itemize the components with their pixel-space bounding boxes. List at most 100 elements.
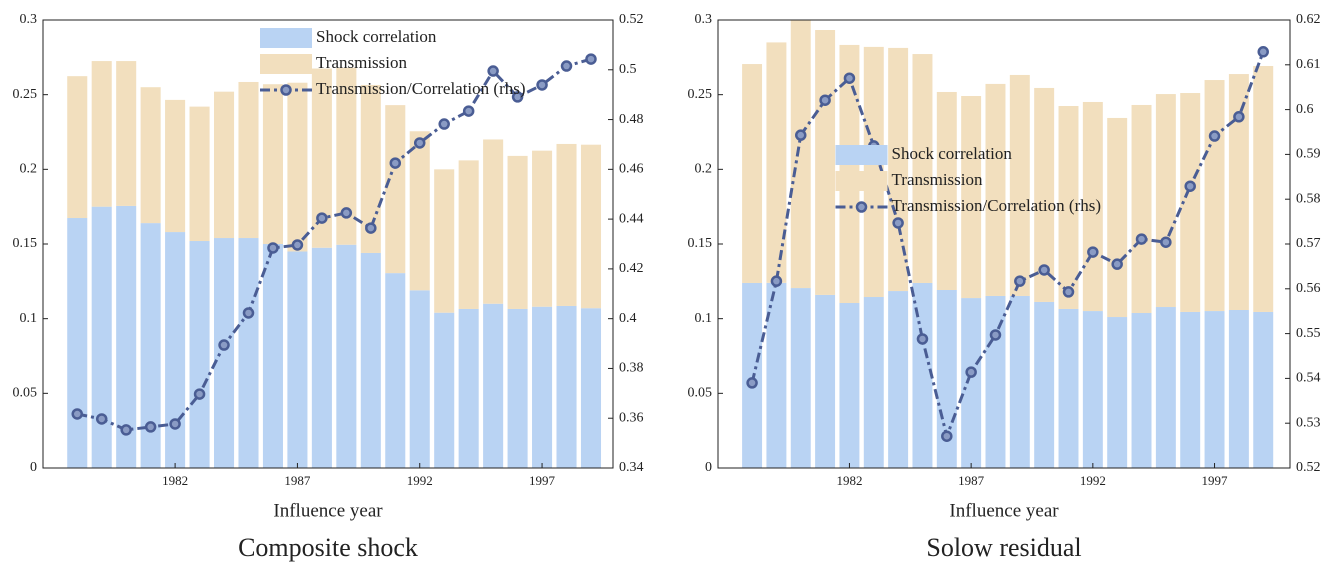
line-marker bbox=[193, 388, 206, 400]
line-marker bbox=[169, 418, 181, 430]
bar-segment bbox=[434, 169, 455, 313]
bar-segment bbox=[67, 76, 88, 219]
y2-tick-label: 0.5 bbox=[619, 62, 637, 77]
bar-segment bbox=[790, 288, 811, 468]
line-marker bbox=[1014, 275, 1026, 287]
line-marker bbox=[413, 137, 426, 149]
line-marker bbox=[989, 329, 1002, 341]
y2-tick-label: 0.52 bbox=[619, 12, 644, 27]
y2-tick-label: 0.4 bbox=[619, 311, 637, 326]
line-marker bbox=[365, 222, 377, 234]
series-line bbox=[76, 57, 592, 432]
series-line bbox=[750, 51, 1265, 442]
y2-tick-label: 0.46 bbox=[619, 162, 644, 177]
y2-tick-label: 0.42 bbox=[619, 261, 644, 276]
legend-label: Transmission bbox=[316, 53, 408, 72]
line-marker bbox=[1135, 233, 1148, 245]
line-marker bbox=[291, 239, 304, 251]
line-marker bbox=[1233, 111, 1245, 123]
bar-segment bbox=[1228, 310, 1249, 468]
line-marker bbox=[536, 79, 548, 91]
line-marker bbox=[965, 366, 977, 378]
bar-segment bbox=[912, 282, 933, 468]
bar-segment bbox=[912, 54, 933, 283]
line-marker bbox=[1208, 130, 1221, 142]
y-tick-label: 0.25 bbox=[13, 87, 38, 102]
bar-segment bbox=[458, 308, 479, 468]
bar-segment bbox=[839, 302, 860, 468]
y2-tick-label: 0.57 bbox=[1296, 236, 1321, 251]
bar-segment bbox=[262, 244, 283, 468]
bar-segment bbox=[961, 96, 982, 299]
x-tick-label: 1987 bbox=[958, 473, 985, 488]
legend-label: Transmission bbox=[892, 170, 984, 189]
legend-swatch bbox=[835, 171, 888, 191]
bar-segment bbox=[238, 238, 259, 468]
y-tick-label: 0.2 bbox=[695, 162, 713, 177]
bar-segment bbox=[458, 160, 479, 309]
bar-segment bbox=[165, 99, 186, 233]
line-marker bbox=[1160, 236, 1172, 248]
bar-segment bbox=[336, 244, 357, 468]
bar-segment bbox=[1034, 301, 1055, 468]
bar-segment bbox=[766, 42, 787, 283]
bar-segment bbox=[863, 297, 884, 468]
y-tick-label: 0.3 bbox=[20, 12, 38, 27]
bar-segment bbox=[360, 252, 381, 468]
bar-segment bbox=[507, 308, 528, 468]
y2-tick-label: 0.53 bbox=[1296, 415, 1321, 430]
bar-segment bbox=[336, 67, 357, 245]
bar-segment bbox=[311, 68, 332, 248]
bar-segment bbox=[409, 131, 430, 291]
legend-label: Shock correlation bbox=[892, 144, 1013, 163]
bar-segment bbox=[434, 312, 455, 468]
bar-segment bbox=[238, 81, 259, 239]
line-marker bbox=[916, 333, 929, 345]
line-marker bbox=[438, 118, 450, 130]
bar-segment bbox=[409, 290, 430, 468]
bar-segment bbox=[116, 61, 137, 206]
line-marker bbox=[941, 430, 953, 442]
bar-segment bbox=[815, 294, 836, 468]
bar-segment bbox=[580, 308, 602, 468]
legend-label: Shock correlation bbox=[316, 27, 437, 46]
y2-tick-label: 0.54 bbox=[1296, 371, 1321, 386]
bar-segment bbox=[1204, 311, 1225, 468]
bar-segment bbox=[385, 273, 406, 468]
x-tick-label: 1997 bbox=[529, 473, 556, 488]
x-tick-label: 1982 bbox=[836, 473, 862, 488]
bar-segment bbox=[214, 91, 235, 239]
y2-tick-label: 0.36 bbox=[619, 410, 644, 425]
bar-segment bbox=[1058, 106, 1079, 309]
bar-segment bbox=[116, 205, 137, 469]
bar-segment bbox=[1228, 74, 1249, 311]
bar-segment bbox=[165, 232, 186, 468]
bar-segment bbox=[888, 291, 909, 468]
legend-swatch bbox=[260, 28, 312, 48]
legend-swatch bbox=[835, 145, 888, 165]
bar-segment bbox=[532, 150, 553, 307]
y-tick-label: 0.1 bbox=[695, 311, 713, 326]
bar-segment bbox=[91, 206, 112, 468]
y-tick-label: 0.05 bbox=[688, 386, 713, 401]
line-marker bbox=[340, 207, 353, 219]
line-marker bbox=[1111, 258, 1123, 270]
line-marker bbox=[1062, 286, 1075, 298]
bar-segment bbox=[189, 106, 210, 242]
bar-segment bbox=[189, 241, 210, 468]
bar-segment bbox=[1058, 308, 1079, 468]
bar-segment bbox=[1131, 104, 1152, 313]
bar-segment bbox=[1253, 311, 1274, 468]
legend-label: Transmission/Correlation (rhs) bbox=[892, 196, 1102, 215]
x-tick-label: 1992 bbox=[1080, 473, 1106, 488]
bar-segment bbox=[888, 47, 909, 292]
y-tick-label: 0.1 bbox=[20, 311, 38, 326]
bar-segment bbox=[1204, 80, 1225, 312]
line-marker bbox=[819, 94, 831, 106]
bar-segment bbox=[1082, 311, 1103, 468]
y2-tick-label: 0.56 bbox=[1296, 281, 1321, 296]
line-marker bbox=[120, 424, 132, 436]
line-marker bbox=[1257, 46, 1269, 58]
x-tick-label: 1982 bbox=[162, 473, 188, 488]
y-tick-label: 0.2 bbox=[20, 162, 38, 177]
